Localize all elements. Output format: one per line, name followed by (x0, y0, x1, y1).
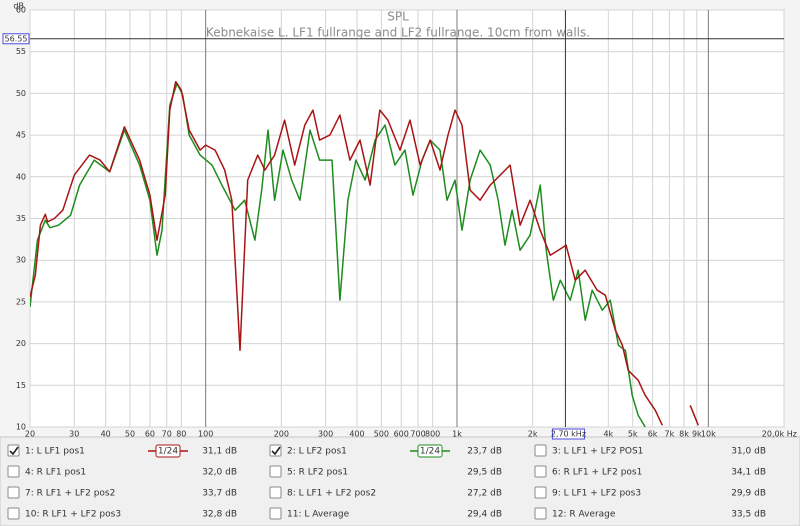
x-tick-label: 9k (692, 430, 702, 439)
y-tick-label: 45 (16, 131, 26, 140)
legend-level: 31,1 dB (202, 447, 237, 457)
legend-entry: 6: R LF1 + LF2 pos1 (552, 468, 642, 478)
legend-level: 34,1 dB (731, 468, 766, 478)
legend-checkbox[interactable] (269, 465, 282, 478)
legend-checkbox[interactable] (7, 465, 20, 478)
y-tick-label: 15 (16, 381, 26, 390)
cursor-x-box (551, 428, 585, 440)
smoothing-box[interactable] (417, 444, 443, 458)
chart-title: SPL (387, 10, 409, 24)
legend-level: 31,0 dB (731, 447, 766, 457)
legend-level: 29,9 dB (731, 489, 766, 499)
x-tick-label: 1k (452, 430, 462, 439)
cursor-y-label: 56.55 (5, 34, 28, 43)
legend-level: 33,5 dB (731, 510, 766, 520)
legend-entry: 3: L LF1 + LF2 POS1 (552, 447, 643, 457)
series-line (30, 80, 699, 426)
x-tick-label: 40 (101, 430, 111, 439)
legend-level: 32,8 dB (202, 510, 237, 520)
legend-entry: 5: R LF2 pos1 (287, 468, 348, 478)
cursor-x-label: 2,70 kHz (551, 430, 586, 439)
x-tick-label: 5k (628, 430, 638, 439)
smoothing-label: 1/24 (420, 447, 440, 457)
x-tick-label: 700 (410, 430, 425, 439)
legend-checkbox[interactable] (534, 444, 547, 457)
legend-level: 32,0 dB (202, 468, 237, 478)
x-tick-label: 4k (603, 430, 613, 439)
y-tick-label: 50 (16, 89, 26, 98)
legend-entry: 4: R LF1 pos1 (25, 468, 86, 478)
legend-entry: 12: R Average (552, 510, 616, 520)
x-tick-label: 10k (701, 430, 716, 439)
checkmark (271, 446, 281, 456)
x-tick-label: 50 (125, 430, 135, 439)
legend-entry: 11: L Average (287, 510, 350, 520)
x-tick-label: 300 (318, 430, 333, 439)
legend-checkbox[interactable] (269, 486, 282, 499)
legend-checkbox[interactable] (7, 507, 20, 520)
legend-entry: 10: R LF1 + LF2 pos3 (25, 510, 121, 520)
x-tick-label: 600 (394, 430, 409, 439)
y-tick-label: 55 (16, 47, 26, 56)
y-tick-label: 35 (16, 214, 26, 223)
x-tick-label: 60 (145, 430, 155, 439)
legend-level: 23,7 dB (467, 447, 502, 457)
y-tick-label: 10 (16, 423, 26, 432)
legend-level: 29,4 dB (467, 510, 502, 520)
overlay: 56.55 2,70 kHz (2, 10, 784, 440)
y-tick-label: 30 (16, 256, 26, 265)
x-tick-label: 500 (374, 430, 389, 439)
smoothing-box[interactable] (155, 444, 181, 458)
legend-checkbox[interactable] (269, 507, 282, 520)
x-tick-label: 80 (176, 430, 186, 439)
legend-level: 27,2 dB (467, 489, 502, 499)
legend-entry: 7: R LF1 + LF2 pos2 (25, 489, 115, 499)
y-tick-label: 60 (16, 6, 26, 15)
legend-checkbox[interactable] (534, 486, 547, 499)
legend-checkbox[interactable] (269, 444, 282, 457)
legend-checkbox[interactable] (534, 507, 547, 520)
legend-entry: 9: L LF1 + LF2 pos3 (552, 489, 641, 499)
x-tick-label: 8k (679, 430, 689, 439)
legend-level: 33,7 dB (202, 489, 237, 499)
x-tick-label: 7k (665, 430, 675, 439)
legend: 1: L LF1 pos1 1/24 31,1 dB 2: L LF2 pos1 1/2… (7, 444, 766, 520)
legend-level: 29,5 dB (467, 468, 502, 478)
legend-checkbox[interactable] (7, 486, 20, 499)
x-tick-label: 2k (528, 430, 538, 439)
x-tick-label: 30 (69, 430, 79, 439)
y-tick-label: 40 (16, 172, 26, 181)
x-tick-label: 800 (425, 430, 440, 439)
y-axis-label: dB (13, 2, 24, 11)
x-tick-label: 100 (198, 430, 213, 439)
legend-entry: 2: L LF2 pos1 (287, 447, 347, 457)
x-tick-label: 20,0k Hz (762, 430, 797, 439)
x-tick-label: 6k (648, 430, 658, 439)
smoothing-label: 1/24 (158, 447, 178, 457)
x-tick-label: 400 (349, 430, 364, 439)
cursor-y-box (2, 33, 30, 45)
legend-entry: 8: L LF1 + LF2 pos2 (287, 489, 376, 499)
y-tick-label: 25 (16, 297, 26, 306)
x-tick-label: 200 (274, 430, 289, 439)
legend-checkbox[interactable] (534, 465, 547, 478)
curves (30, 80, 699, 427)
grid: 10 15 20 25 30 35 40 45 50 55 60 20 30 40 50 60 70 80 100 2… (16, 6, 797, 439)
checkmark (9, 446, 19, 456)
x-tick-label: 70 (162, 430, 172, 439)
y-tick-label: 20 (16, 339, 26, 348)
legend-checkbox[interactable] (7, 444, 20, 457)
legend-panel (0, 436, 800, 526)
x-tick-label: 20 (25, 430, 35, 439)
chart-subtitle: Kebnekaise L. LF1 fullrange and LF2 full… (206, 26, 590, 40)
series-line (30, 82, 646, 427)
legend-entry: 1: L LF1 pos1 (25, 447, 85, 457)
